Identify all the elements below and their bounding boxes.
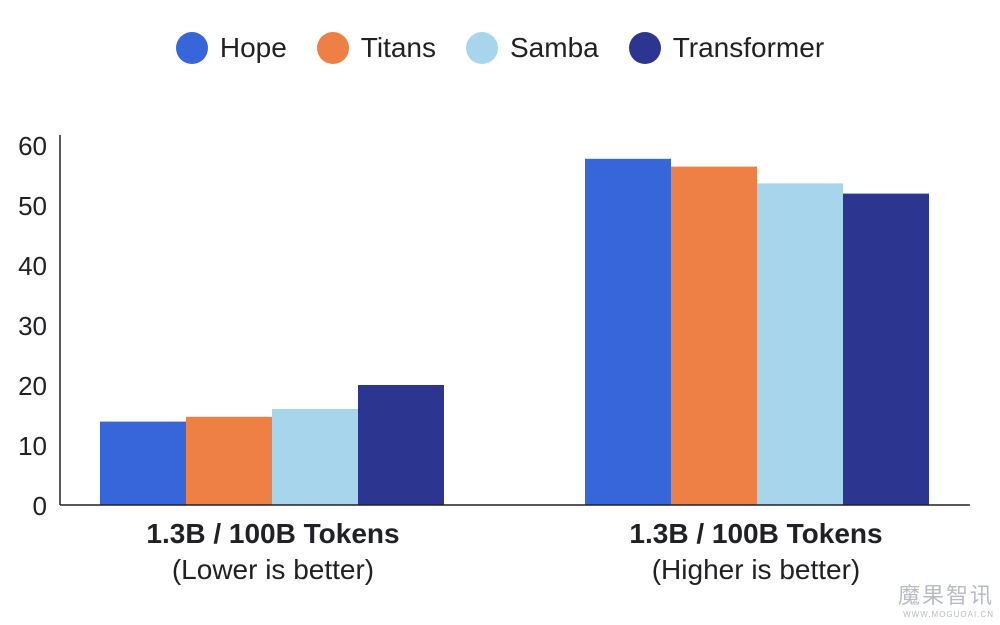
bar-transformer-1 <box>358 385 444 505</box>
y-tick-label: 60 <box>18 131 47 161</box>
x-category-group-1: 1.3B / 100B Tokens (Lower is better) <box>63 516 483 588</box>
legend: Hope Titans Samba Transformer <box>0 26 1000 70</box>
watermark: 魔果智讯 WWW.MOGUOAI.CN <box>898 578 994 619</box>
legend-label-hope: Hope <box>219 32 287 63</box>
legend-item-titans: Titans <box>316 32 436 64</box>
x-category-title-1: 1.3B / 100B Tokens <box>146 518 400 549</box>
y-tick-label: 50 <box>18 191 47 221</box>
bar-titans-1 <box>186 416 272 505</box>
x-category-subtitle-2: (Higher is better) <box>651 554 861 585</box>
legend-label-samba: Samba <box>510 32 599 63</box>
legend-swatch-samba <box>466 32 498 64</box>
y-tick-label: 40 <box>18 251 47 281</box>
legend-swatch-titans <box>316 32 349 64</box>
bar-hope-1 <box>100 421 186 505</box>
y-tick-label: 0 <box>33 491 47 521</box>
x-category-subtitle-1: (Lower is better) <box>171 554 375 585</box>
legend-swatch-transformer <box>628 32 661 64</box>
x-category-group-2: 1.3B / 100B Tokens (Higher is better) <box>546 516 966 588</box>
y-tick-label: 20 <box>18 371 47 401</box>
bar-titans-2 <box>671 166 757 505</box>
bar-samba-2 <box>757 183 843 505</box>
x-category-title-2: 1.3B / 100B Tokens <box>629 518 883 549</box>
y-tick-label: 10 <box>18 431 47 461</box>
watermark-logo-text: 魔果智讯 <box>897 583 994 608</box>
legend-item-hope: Hope <box>175 32 287 64</box>
legend-swatch-hope <box>175 32 208 64</box>
legend-label-titans: Titans <box>360 32 436 63</box>
bar-samba-1 <box>272 409 358 505</box>
legend-label-transformer: Transformer <box>672 32 825 63</box>
legend-item-transformer: Transformer <box>628 32 825 64</box>
bar-transformer-2 <box>843 193 929 505</box>
watermark-url: WWW.MOGUOAI.CN <box>903 610 994 619</box>
legend-item-samba: Samba <box>466 32 599 64</box>
y-tick-label: 30 <box>18 311 47 341</box>
bar-hope-2 <box>585 158 671 506</box>
